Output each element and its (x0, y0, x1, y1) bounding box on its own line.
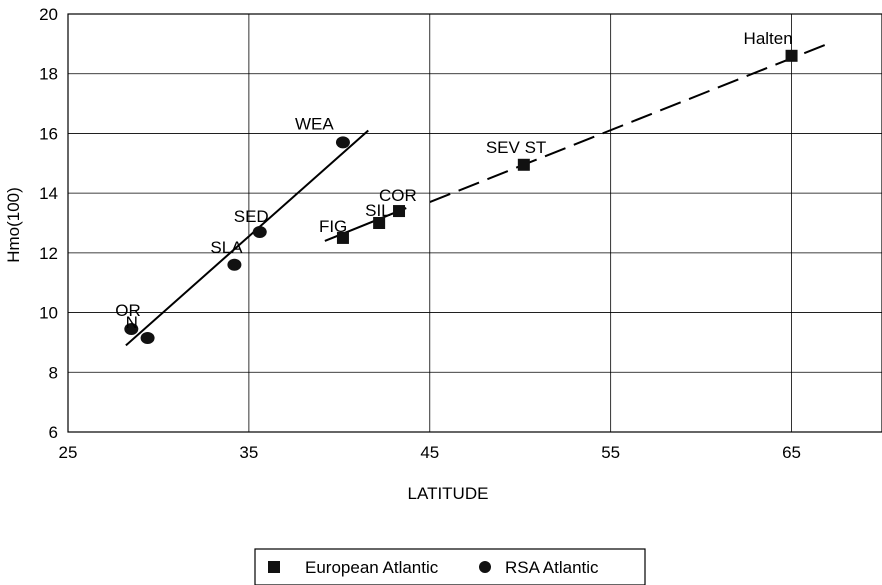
x-tick-label: 55 (601, 443, 620, 462)
legend: European Atlantic RSA Atlantic (254, 548, 646, 585)
point-label-fig: FIG (319, 217, 347, 236)
point-label-or: OR (115, 301, 141, 320)
y-tick-label: 16 (39, 124, 58, 143)
y-tick-label: 8 (49, 363, 58, 382)
point-label-wea: WEA (295, 114, 334, 133)
legend-label-european-atlantic: European Atlantic (305, 558, 439, 577)
legend-box (254, 548, 646, 585)
plot-area (67, 13, 882, 433)
point-european-atlantic-cor (393, 205, 406, 218)
point-rsa-atlantic-n (140, 331, 155, 344)
point-european-atlantic-sev-st (517, 158, 530, 171)
legend-marker-european-atlantic (268, 561, 280, 573)
x-axis-label: LATITUDE (408, 484, 489, 503)
point-label-cor: COR (379, 186, 417, 205)
point-european-atlantic-fig (336, 231, 349, 244)
point-rsa-atlantic-or (124, 322, 139, 335)
point-european-atlantic-halten (785, 49, 798, 62)
x-tick-label: 25 (59, 443, 78, 462)
point-rsa-atlantic-wea (335, 136, 350, 149)
point-label-n: N (126, 313, 138, 332)
point-label-halten: Halten (744, 29, 793, 48)
trend-line-rsa-atlantic-solid (125, 129, 369, 347)
y-tick-label: 10 (39, 304, 58, 323)
legend-label-rsa-atlantic: RSA Atlantic (505, 558, 599, 577)
x-tick-label: 45 (420, 443, 439, 462)
legend-marker-rsa-atlantic (479, 561, 491, 573)
trend-line-european-atlantic-dashed (429, 42, 829, 204)
trend-lines (125, 42, 829, 347)
y-tick-label: 20 (39, 5, 58, 24)
x-tick-label: 35 (239, 443, 258, 462)
point-rsa-atlantic-sla (227, 258, 242, 271)
grid-lines (67, 13, 882, 433)
data-points (124, 49, 798, 344)
y-tick-label: 6 (49, 423, 58, 442)
point-rsa-atlantic-sed (252, 225, 267, 238)
x-tick-label: 65 (782, 443, 801, 462)
y-tick-label: 14 (39, 184, 58, 203)
point-european-atlantic-sil (373, 217, 386, 229)
point-label-sed: SED (234, 207, 269, 226)
point-label-sil: SIL (365, 201, 391, 220)
y-tick-label: 18 (39, 65, 58, 84)
point-label-sla: SLA (210, 238, 243, 257)
y-tick-label: 12 (39, 244, 58, 263)
point-label-sev-st: SEV ST (486, 138, 546, 157)
y-axis-label: Hmo(100) (4, 187, 23, 263)
tick-labels: 25 35 45 55 65 6 8 10 12 14 16 18 20 (39, 5, 801, 462)
